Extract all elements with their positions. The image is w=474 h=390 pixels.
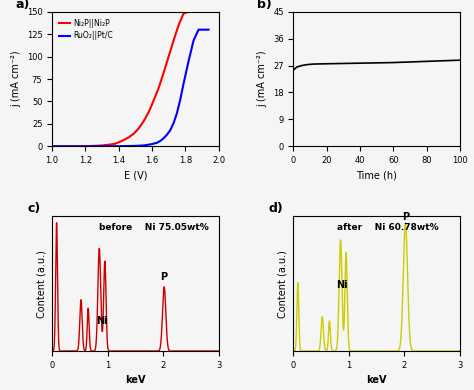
X-axis label: Time (h): Time (h) bbox=[356, 170, 397, 181]
Text: Ni: Ni bbox=[337, 280, 348, 291]
Text: before    Ni 75.05wt%: before Ni 75.05wt% bbox=[99, 223, 209, 232]
Y-axis label: j (mA cm⁻²): j (mA cm⁻²) bbox=[257, 51, 267, 107]
Legend: Ni₂P||Ni₂P, RuO₂||Pt/C: Ni₂P||Ni₂P, RuO₂||Pt/C bbox=[56, 16, 116, 43]
Text: b): b) bbox=[257, 0, 272, 11]
Text: d): d) bbox=[268, 202, 283, 215]
Text: a): a) bbox=[16, 0, 30, 11]
Y-axis label: Content (a.u.): Content (a.u.) bbox=[278, 250, 288, 317]
Text: P: P bbox=[161, 273, 168, 282]
Y-axis label: Content (a.u.): Content (a.u.) bbox=[36, 250, 46, 317]
Text: after    Ni 60.78wt%: after Ni 60.78wt% bbox=[337, 223, 438, 232]
X-axis label: keV: keV bbox=[366, 375, 387, 385]
Text: P: P bbox=[402, 212, 409, 222]
X-axis label: E (V): E (V) bbox=[124, 170, 147, 181]
Text: Ni: Ni bbox=[96, 316, 108, 326]
X-axis label: keV: keV bbox=[125, 375, 146, 385]
Y-axis label: j (mA cm⁻²): j (mA cm⁻²) bbox=[11, 51, 21, 107]
Text: c): c) bbox=[27, 202, 40, 215]
